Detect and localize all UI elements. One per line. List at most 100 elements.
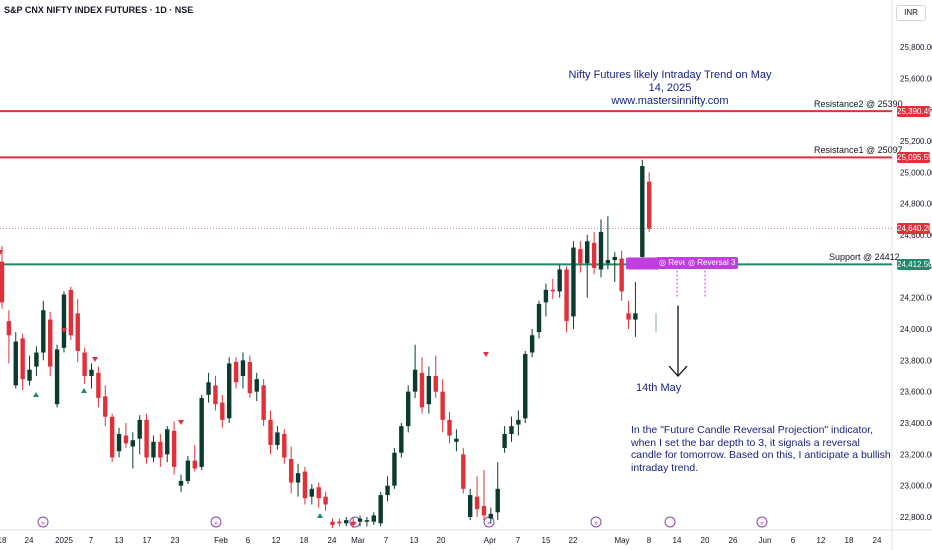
candle-body bbox=[399, 426, 404, 453]
y-tick-label: 25,600.00 bbox=[900, 74, 932, 83]
candle-body bbox=[640, 166, 645, 257]
candle-body bbox=[282, 433, 287, 458]
candle-body bbox=[20, 338, 25, 380]
candle-body bbox=[426, 376, 432, 405]
x-tick-label: Apr bbox=[484, 536, 497, 545]
reversal-marker-1: ◎ Reve bbox=[656, 257, 690, 269]
y-tick-label: 22,800.00 bbox=[900, 513, 932, 522]
candle-body bbox=[557, 269, 562, 292]
signal-triangle bbox=[81, 388, 87, 393]
x-tick-label: 6 bbox=[246, 536, 251, 545]
support-price-badge: 24,412.50 bbox=[897, 259, 932, 270]
candle-body bbox=[419, 372, 425, 408]
candle-body bbox=[378, 495, 383, 524]
y-tick-label: 24,800.00 bbox=[900, 200, 932, 209]
y-tick-label: 23,000.00 bbox=[900, 482, 932, 491]
candle-body bbox=[392, 452, 397, 486]
x-tick-label: 12 bbox=[272, 536, 281, 545]
x-tick-label: 6 bbox=[791, 536, 796, 545]
x-tick-label: 24 bbox=[873, 536, 882, 545]
x-tick-label: 14 bbox=[673, 536, 682, 545]
candle-body bbox=[564, 269, 569, 322]
y-tick-label: 25,200.00 bbox=[900, 137, 932, 146]
x-tick-label: 7 bbox=[384, 536, 389, 545]
signal-triangle bbox=[92, 357, 98, 362]
candle-body bbox=[440, 391, 445, 420]
candle-body bbox=[536, 303, 542, 333]
reversal-marker-2: ◎ Reversal 3 bbox=[685, 257, 739, 269]
y-tick-label: 23,400.00 bbox=[900, 419, 932, 428]
x-tick-label: 18 bbox=[845, 536, 854, 545]
candle-body bbox=[516, 419, 521, 425]
candle-body bbox=[144, 419, 149, 458]
candle-body bbox=[261, 385, 266, 420]
reversal-marker-0 bbox=[626, 257, 660, 270]
x-tick-label: 18 bbox=[0, 536, 7, 545]
candle-body bbox=[213, 385, 218, 405]
candle-body bbox=[406, 391, 411, 427]
x-tick-label: 26 bbox=[729, 536, 738, 545]
candle-body bbox=[495, 488, 500, 513]
candle-body bbox=[96, 372, 101, 398]
x-tick-label: 24 bbox=[25, 536, 34, 545]
resistance2-label: Resistance2 @ 25390 bbox=[814, 99, 903, 109]
candle-body bbox=[481, 506, 487, 516]
candle-body bbox=[130, 440, 136, 447]
chart-title: Nifty Futures likely Intraday Trend on M… bbox=[560, 69, 780, 108]
reversal-marker-2-text: Reversal 3 bbox=[697, 258, 736, 267]
candle-body bbox=[178, 480, 184, 486]
signal-triangle bbox=[178, 420, 184, 425]
event-icon bbox=[756, 516, 768, 528]
x-tick-label: 24 bbox=[328, 536, 337, 545]
candle-body bbox=[199, 397, 204, 467]
event-icon-glyph: » bbox=[214, 520, 218, 527]
candle-body bbox=[433, 376, 438, 392]
resistance1-price-badge: 25,095.55 bbox=[897, 152, 932, 163]
candle-body bbox=[68, 289, 74, 336]
event-icon-glyph: » bbox=[41, 520, 45, 527]
candle-body bbox=[116, 433, 122, 452]
down-arrow-head bbox=[668, 365, 688, 377]
x-tick-label: 7 bbox=[89, 536, 94, 545]
candle-body bbox=[192, 460, 197, 469]
signal-triangle bbox=[0, 250, 3, 255]
x-tick-label: 22 bbox=[569, 536, 578, 545]
analysis-note: In the "Future Candle Reversal Projectio… bbox=[631, 424, 891, 474]
currency-button[interactable]: INR bbox=[896, 5, 926, 21]
candle-body bbox=[75, 313, 80, 351]
arrow-label: 14th May bbox=[636, 382, 682, 394]
x-tick-label: May bbox=[614, 536, 629, 545]
candle-body bbox=[350, 521, 356, 525]
candle-body bbox=[461, 454, 466, 489]
y-tick-label: 25,000.00 bbox=[900, 168, 932, 177]
candle-body bbox=[309, 488, 315, 497]
candle-body bbox=[385, 485, 390, 496]
x-tick-label: 18 bbox=[300, 536, 309, 545]
candle-body bbox=[633, 313, 638, 320]
candle-body bbox=[137, 419, 142, 439]
x-tick-label: 20 bbox=[437, 536, 446, 545]
candle-body bbox=[233, 361, 239, 383]
candle-body bbox=[502, 433, 507, 449]
event-icon bbox=[210, 516, 222, 528]
y-tick-label: 23,600.00 bbox=[900, 388, 932, 397]
event-icon bbox=[590, 516, 602, 528]
candle-body bbox=[523, 354, 528, 419]
candle-body bbox=[598, 231, 604, 270]
x-tick-label: Mar bbox=[351, 536, 365, 545]
candle-body bbox=[268, 419, 273, 445]
event-icon-glyph: » bbox=[487, 520, 491, 527]
candle-body bbox=[330, 521, 335, 525]
y-tick-label: 23,800.00 bbox=[900, 356, 932, 365]
candle-body bbox=[6, 321, 12, 336]
candle-body bbox=[34, 352, 39, 367]
candle-body bbox=[109, 416, 115, 458]
candle-body bbox=[0, 261, 5, 303]
candle-body bbox=[578, 249, 583, 264]
candle-body bbox=[605, 260, 611, 264]
candle-body bbox=[254, 379, 259, 392]
event-icon-glyph: » bbox=[594, 520, 598, 527]
candle-body bbox=[467, 495, 473, 517]
x-tick-label: 13 bbox=[410, 536, 419, 545]
